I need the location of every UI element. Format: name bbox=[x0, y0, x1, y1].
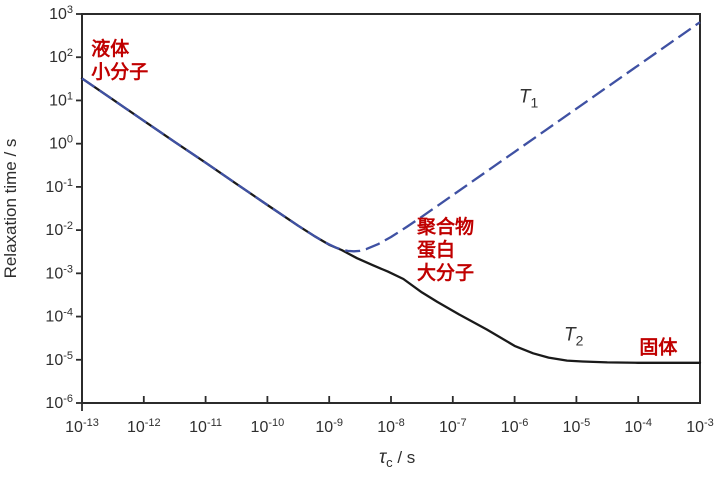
y-tick-label: 102 bbox=[49, 47, 73, 66]
y-tick-label: 103 bbox=[49, 4, 73, 23]
t2-curve bbox=[80, 77, 702, 364]
x-tick-label: 10-8 bbox=[377, 417, 405, 436]
x-tick-label: 10-13 bbox=[65, 417, 99, 436]
t1-label: T1 bbox=[519, 87, 539, 111]
annotation-macromolecule: 蛋白 bbox=[417, 238, 455, 261]
x-tick-label: 10-3 bbox=[686, 417, 714, 436]
t2-label: T2 bbox=[564, 324, 584, 348]
y-tick-label: 10-2 bbox=[45, 220, 73, 239]
x-tick-label: 10-10 bbox=[251, 417, 285, 436]
annotation-solid: 固体 bbox=[639, 335, 678, 358]
t1-curve bbox=[81, 21, 701, 253]
x-tick-label: 10-12 bbox=[127, 417, 161, 436]
y-tick-label: 101 bbox=[49, 90, 73, 109]
annotation-macromolecule: 大分子 bbox=[417, 261, 474, 284]
plot-border bbox=[81, 13, 701, 404]
annotation-liquid: 小分子 bbox=[91, 61, 148, 83]
y-tick-label: 100 bbox=[49, 134, 73, 153]
x-tick-label: 10-11 bbox=[189, 417, 222, 436]
x-tick-label: 10-4 bbox=[624, 417, 652, 436]
y-tick-label: 10-1 bbox=[45, 177, 73, 196]
annotation-liquid: 液体 bbox=[91, 37, 130, 60]
y-tick-label: 10-3 bbox=[45, 263, 73, 282]
annotation-macromolecule: 聚合物 bbox=[416, 215, 474, 238]
x-axis-title: τc / s bbox=[379, 447, 415, 470]
x-tick-label: 10-7 bbox=[439, 417, 467, 436]
x-tick-label: 10-6 bbox=[501, 417, 529, 436]
y-axis-title: Relaxation time / s bbox=[1, 139, 20, 279]
x-tick-label: 10-9 bbox=[315, 417, 343, 436]
y-tick-label: 10-4 bbox=[45, 307, 73, 326]
x-tick-label: 10-5 bbox=[563, 417, 591, 436]
y-tick-label: 10-5 bbox=[45, 350, 73, 369]
y-tick-label: 10-6 bbox=[45, 393, 73, 412]
